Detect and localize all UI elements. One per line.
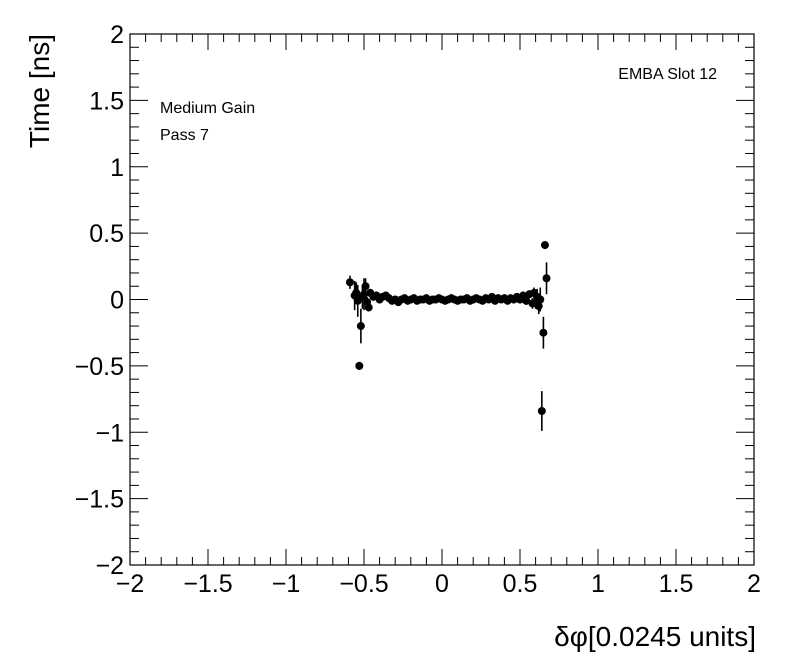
x-tick-label: −1.5: [183, 570, 232, 598]
data-point: [539, 328, 548, 337]
y-tick-label: 0.5: [89, 220, 124, 248]
gain-annotation: Medium Gain: [160, 100, 255, 117]
y-tick-label: 1.5: [89, 87, 124, 115]
x-tick-label: 1.5: [659, 570, 694, 598]
x-axis-title: δφ[0.0245 units]: [554, 621, 756, 652]
y-tick-label: −0.5: [75, 353, 124, 381]
y-tick-labels: −2 −1.5 −1 −0.5 0 0.5 1 1.5 2: [75, 21, 124, 580]
y-tick-label: 0: [110, 287, 124, 315]
data-point: [355, 361, 364, 370]
x-tick-label: 2: [747, 570, 761, 598]
top-right-annotation: EMBA Slot 12: [618, 66, 717, 83]
data-points: [345, 241, 551, 431]
data-point: [522, 296, 531, 305]
y-axis-title: Time [ns]: [24, 34, 55, 148]
x-tick-label: 0: [435, 570, 449, 598]
y-tick-label: −2: [95, 552, 124, 580]
y-tick-label: −1.5: [75, 486, 124, 514]
data-point: [537, 407, 546, 416]
data-point: [542, 274, 551, 283]
pass-annotation: Pass 7: [160, 127, 209, 144]
y-tick-label: 1: [110, 154, 124, 182]
x-tick-label: −2: [116, 570, 145, 598]
axis-ticks: [129, 33, 755, 566]
data-point: [364, 303, 373, 312]
data-point: [536, 295, 545, 304]
x-tick-label: 1: [591, 570, 605, 598]
data-point: [540, 241, 549, 250]
data-point: [356, 322, 365, 331]
x-tick-label: −0.5: [339, 570, 388, 598]
x-tick-labels: −2 −1.5 −1 −0.5 0 0.5 1 1.5 2: [116, 570, 761, 598]
x-tick-label: 0.5: [503, 570, 538, 598]
data-point: [534, 302, 543, 311]
x-tick-label: −1: [272, 570, 301, 598]
y-tick-label: 2: [110, 21, 124, 49]
y-tick-label: −1: [95, 419, 124, 447]
data-point: [345, 278, 354, 287]
data-point: [361, 282, 370, 291]
